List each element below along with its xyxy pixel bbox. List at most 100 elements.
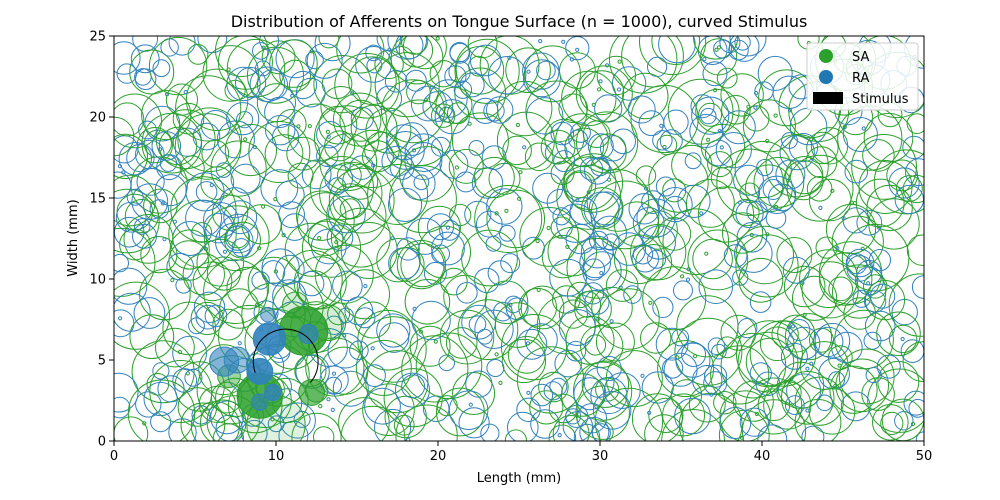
sa-afferent-ring (219, 288, 260, 329)
ra-afferent-ring (652, 130, 673, 151)
sa-afferent-ring (716, 67, 738, 89)
sa-afferent-ring (678, 392, 743, 441)
sa-afferent-ring (631, 393, 683, 441)
sa-afferent-ring (317, 236, 322, 241)
sa-afferent-ring (141, 89, 192, 141)
ra-afferent-ring (498, 224, 516, 242)
stimulus-outline (252, 328, 319, 383)
ra-afferent-ring (876, 354, 901, 379)
ra-afferent-ring (406, 437, 411, 441)
sa-afferent-ring (256, 83, 296, 123)
activated-ra-afferent (260, 306, 276, 323)
sa-afferent-ring (504, 208, 509, 213)
ra-afferent-ring (704, 139, 732, 167)
ra-afferent-ring (130, 44, 160, 74)
sa-afferent-ring (714, 47, 719, 52)
sa-afferent-ring (381, 79, 445, 144)
sa-afferent-ring (808, 178, 852, 222)
sa-afferent-ring (828, 276, 854, 302)
activated-ra-afferent (264, 383, 282, 401)
sa-afferent-ring (524, 142, 554, 172)
sa-afferent-ring (855, 178, 905, 228)
ra-afferent-ring (459, 72, 485, 98)
ra-afferent-ring (814, 322, 851, 359)
ra-afferent-ring (553, 150, 576, 173)
sa-afferent-ring (596, 55, 636, 96)
ra-afferent-ring (698, 269, 734, 305)
sa-afferent-ring (605, 269, 639, 302)
sa-afferent-ring (630, 224, 687, 281)
ra-afferent-ring (364, 387, 401, 425)
ra-afferent-ring (584, 157, 611, 185)
legend-marker-stimulus (813, 92, 843, 104)
sa-afferent-ring (880, 411, 904, 435)
ra-afferent-ring (453, 80, 473, 99)
ra-afferent-ring (663, 109, 689, 135)
sa-afferent-ring (180, 402, 226, 441)
sa-afferent-ring (454, 165, 459, 170)
ra-afferent-ring (787, 326, 821, 360)
sa-afferent-ring (170, 278, 175, 283)
y-tick-label: 5 (98, 354, 106, 369)
ra-afferent-ring (349, 340, 369, 361)
ra-afferent-ring (464, 200, 492, 228)
y-tick-label: 0 (98, 435, 106, 450)
sa-afferent-ring (190, 301, 224, 336)
sa-afferent-ring (284, 222, 339, 277)
ra-afferent-ring (116, 63, 138, 84)
ra-afferent-ring (632, 207, 665, 239)
sa-afferent-ring (114, 133, 148, 179)
ra-afferent-ring (549, 258, 587, 297)
sa-afferent-ring (862, 139, 895, 172)
sa-afferent-ring (541, 235, 586, 279)
ra-afferent-ring (640, 373, 645, 378)
ra-afferent-ring (702, 61, 728, 87)
sa-afferent-ring (829, 365, 878, 414)
ra-afferent-ring (828, 371, 846, 389)
sa-afferent-ring (670, 379, 703, 411)
ra-afferent-ring (713, 39, 733, 59)
sa-afferent-ring (540, 129, 576, 165)
ra-afferent-ring (404, 133, 444, 172)
sa-afferent-ring (863, 274, 888, 299)
ra-afferent-ring (719, 407, 752, 439)
sa-afferent-ring (169, 229, 210, 270)
sa-afferent-ring (765, 138, 770, 144)
ra-afferent-ring (260, 169, 299, 207)
sa-afferent-ring (589, 133, 627, 171)
sa-afferent-ring (243, 137, 248, 142)
ra-afferent-ring (659, 123, 664, 128)
sa-afferent-ring (753, 156, 805, 208)
ra-afferent-ring (538, 39, 543, 44)
ra-afferent-ring (816, 394, 833, 412)
legend-label-ra: RA (852, 71, 870, 86)
ra-afferent-ring (526, 69, 531, 74)
sa-afferent-ring (337, 163, 362, 188)
sa-afferent-ring (799, 249, 858, 309)
ra-afferent-ring (222, 249, 228, 254)
ra-afferent-ring (366, 57, 383, 74)
sa-afferent-ring (226, 67, 231, 72)
sa-afferent-ring (741, 399, 807, 441)
ra-afferent-ring (468, 402, 473, 407)
sa-afferent-ring (515, 122, 521, 128)
sa-afferent-ring (621, 36, 684, 88)
sa-afferent-ring (902, 341, 924, 382)
sa-afferent-ring (783, 265, 826, 308)
sa-afferent-ring (734, 140, 792, 199)
sa-afferent-ring (279, 59, 312, 92)
ra-afferent-ring (486, 96, 514, 124)
ra-afferent-ring (172, 219, 177, 224)
ra-afferent-ring (135, 391, 162, 418)
sa-afferent-ring (330, 207, 391, 268)
ra-afferent-ring (755, 371, 781, 397)
sa-afferent-ring (792, 275, 838, 321)
ra-afferent-ring (444, 65, 467, 88)
ra-afferent-ring (592, 391, 632, 430)
sa-afferent-ring (177, 387, 218, 427)
sa-afferent-ring (269, 39, 318, 88)
sa-afferent-ring (473, 156, 515, 199)
legend-label-sa: SA (852, 50, 869, 65)
ra-afferent-ring (546, 188, 574, 216)
